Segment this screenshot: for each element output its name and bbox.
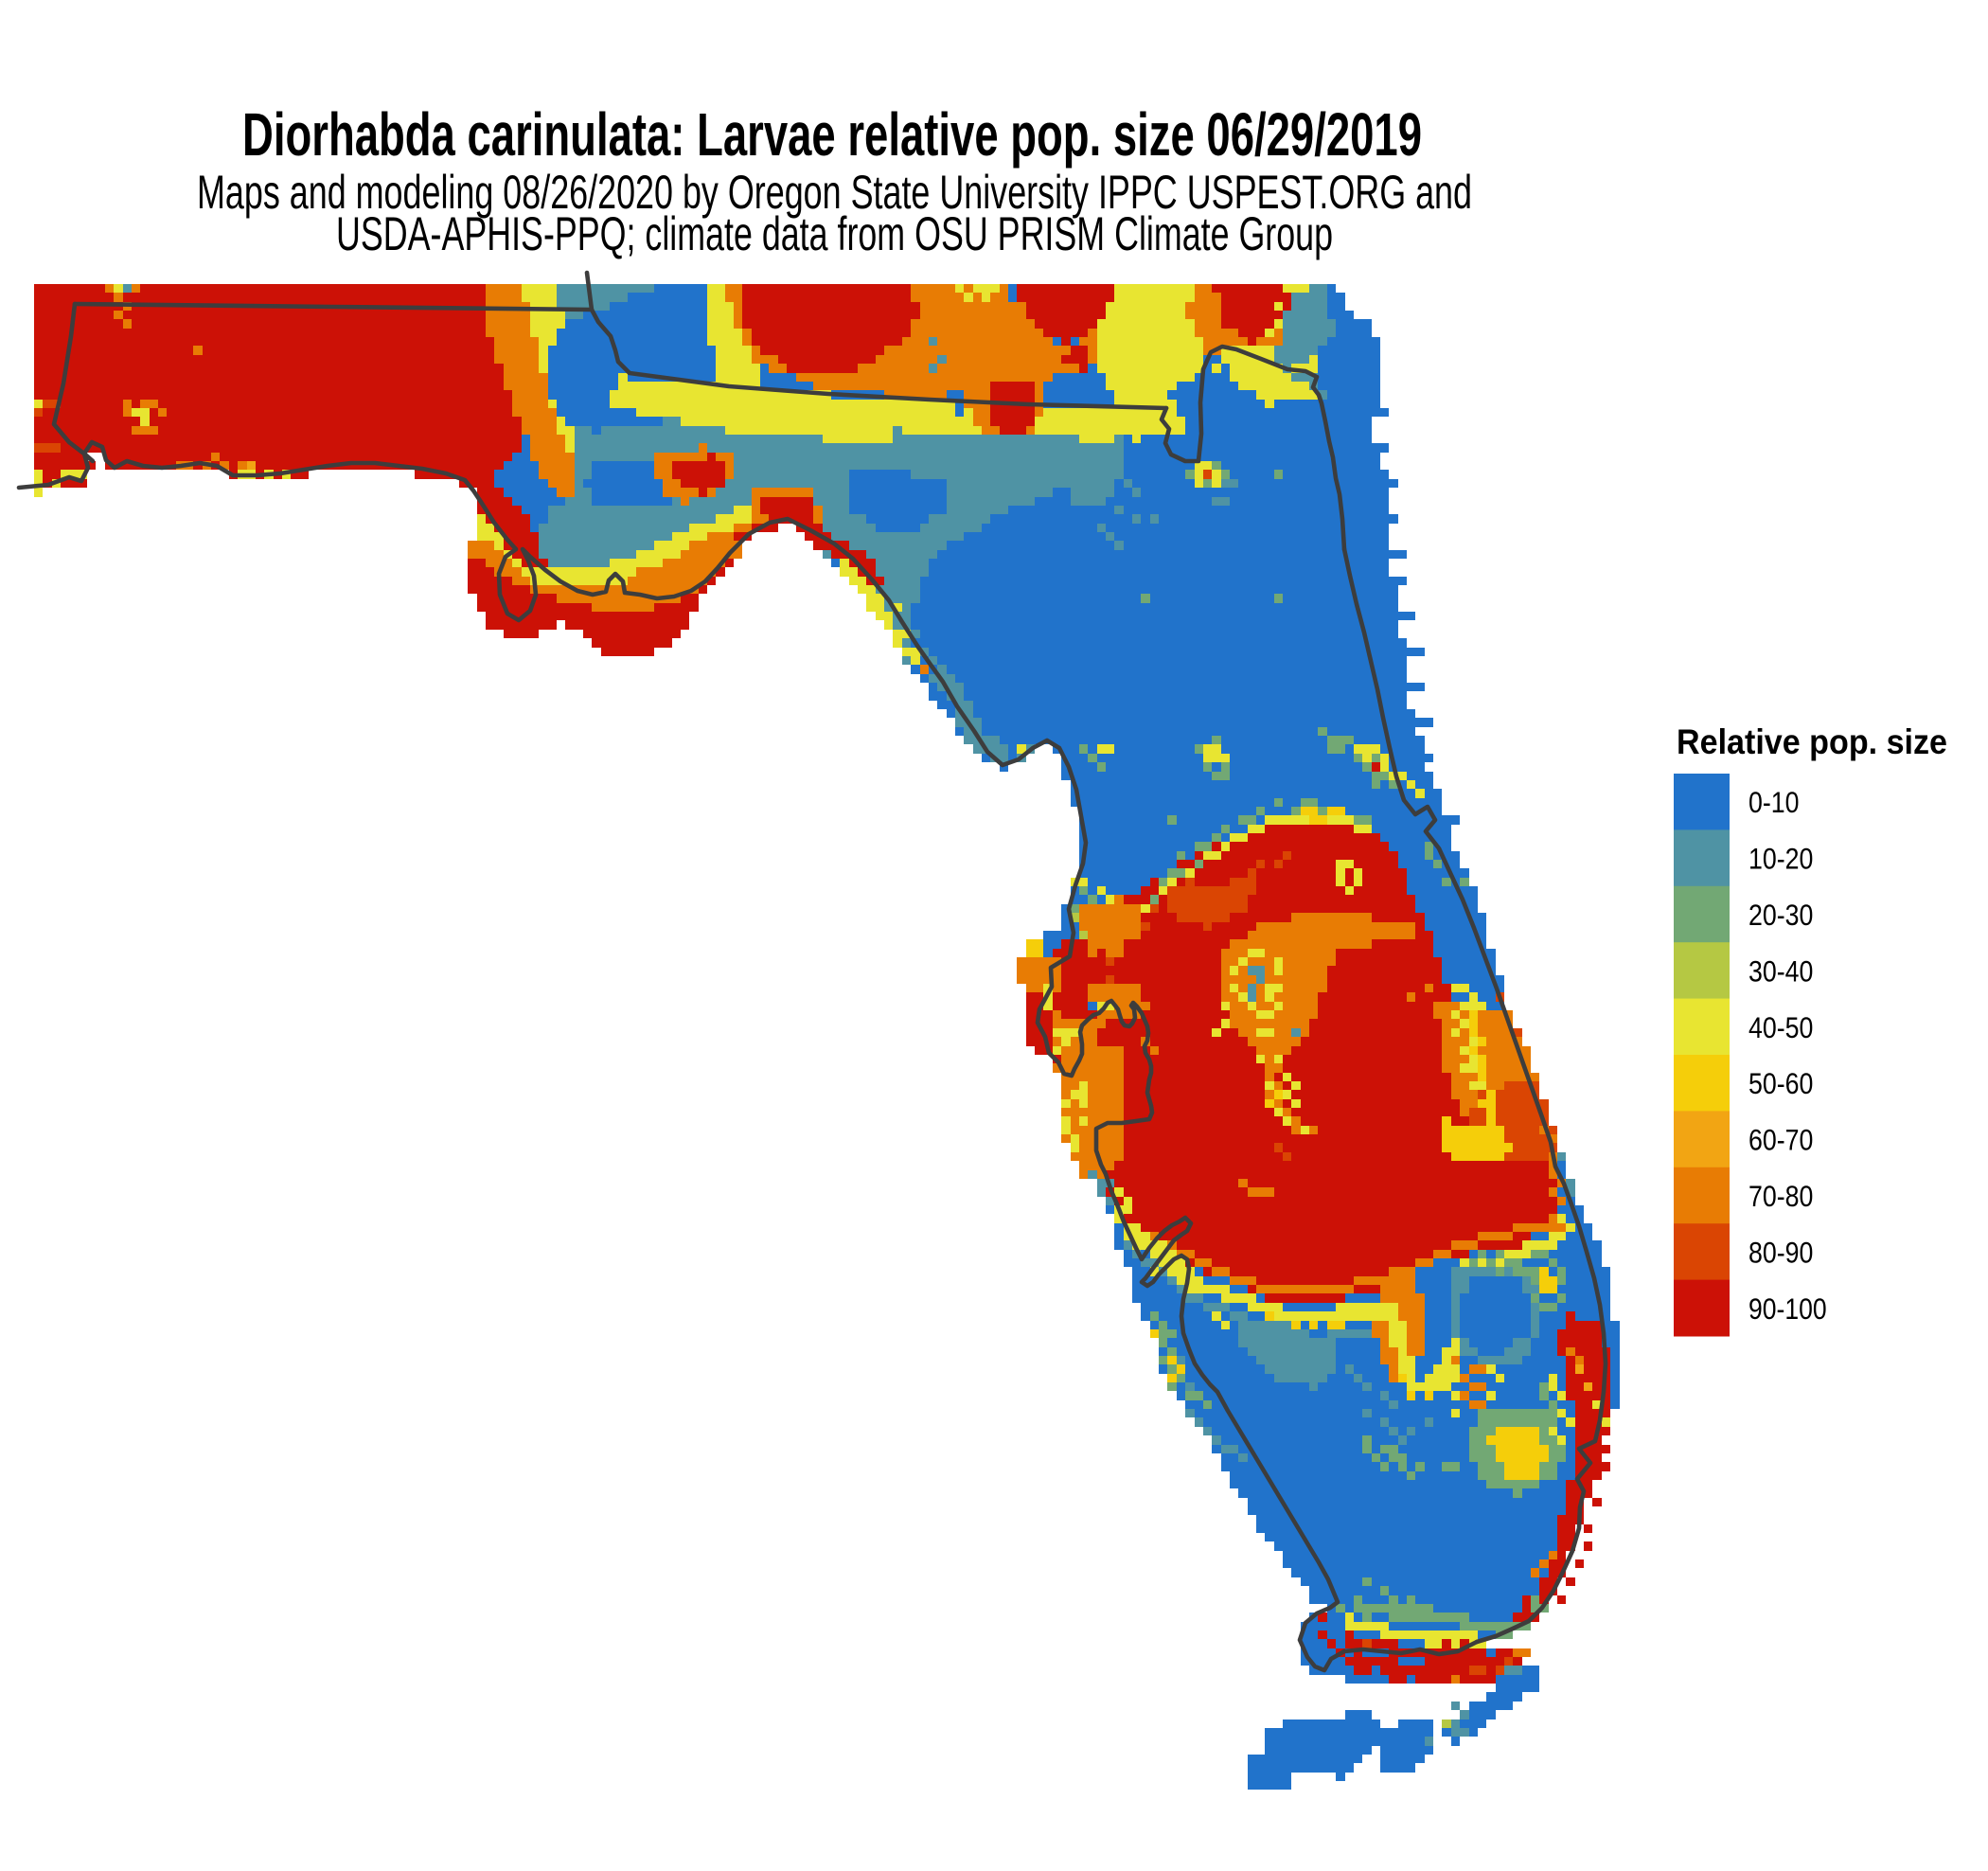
svg-text:20-30: 20-30 bbox=[1748, 898, 1813, 932]
svg-text:60-70: 60-70 bbox=[1748, 1123, 1813, 1157]
svg-text:40-50: 40-50 bbox=[1748, 1010, 1813, 1044]
svg-text:90-100: 90-100 bbox=[1748, 1292, 1827, 1326]
svg-text:0-10: 0-10 bbox=[1748, 785, 1800, 819]
svg-text:70-80: 70-80 bbox=[1748, 1179, 1813, 1213]
svg-text:80-90: 80-90 bbox=[1748, 1235, 1813, 1269]
svg-text:Relative pop. size: Relative pop. size bbox=[1677, 722, 1947, 761]
svg-text:50-60: 50-60 bbox=[1748, 1066, 1813, 1100]
svg-text:10-20: 10-20 bbox=[1748, 842, 1813, 876]
svg-text:Maps and modeling 08/26/2020 b: Maps and modeling 08/26/2020 by Oregon S… bbox=[197, 166, 1472, 219]
svg-text:Diorhabda carinulata: Larvae r: Diorhabda carinulata: Larvae relative po… bbox=[242, 100, 1422, 169]
svg-text:USDA-APHIS-PPQ; climate data f: USDA-APHIS-PPQ; climate data from OSU PR… bbox=[336, 207, 1333, 260]
svg-text:30-40: 30-40 bbox=[1748, 953, 1813, 988]
